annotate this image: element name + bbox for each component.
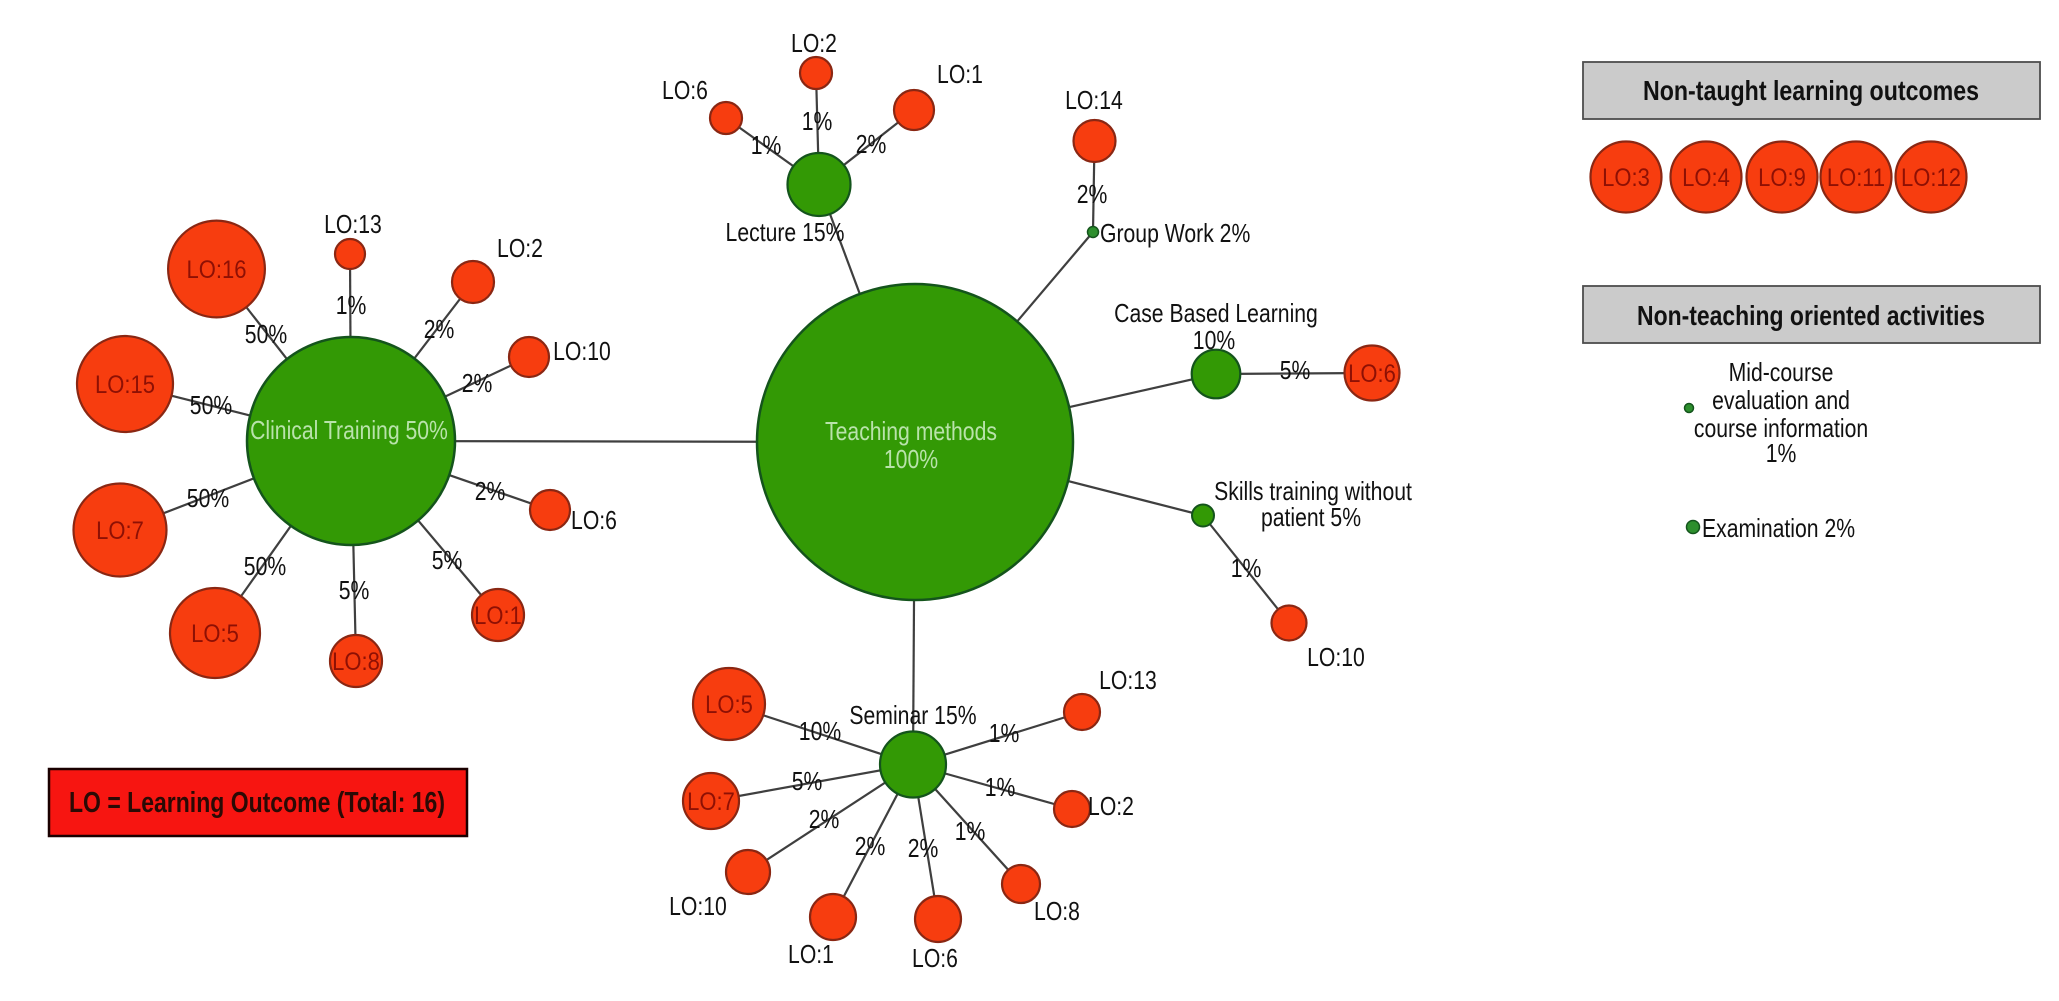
- svg-text:LO:13: LO:13: [1099, 665, 1157, 695]
- svg-text:LO:9: LO:9: [1758, 164, 1806, 192]
- svg-text:2%: 2%: [475, 476, 506, 506]
- svg-text:LO:1: LO:1: [788, 939, 834, 969]
- svg-text:Seminar 15%: Seminar 15%: [849, 700, 976, 730]
- svg-text:LO:8: LO:8: [1034, 896, 1080, 926]
- svg-text:LO:6: LO:6: [912, 943, 958, 973]
- svg-text:2%: 2%: [1077, 179, 1108, 209]
- svg-text:Examination 2%: Examination 2%: [1702, 513, 1855, 543]
- svg-text:2%: 2%: [424, 314, 455, 344]
- svg-text:5%: 5%: [432, 545, 463, 575]
- svg-text:1%: 1%: [989, 718, 1020, 748]
- svg-text:2%: 2%: [856, 129, 887, 159]
- svg-text:Mid-course: Mid-course: [1729, 357, 1834, 387]
- svg-text:LO:14: LO:14: [1065, 85, 1123, 115]
- svg-text:50%: 50%: [244, 551, 286, 581]
- svg-text:LO:10: LO:10: [553, 336, 611, 366]
- svg-text:Non-taught learning outcomes: Non-taught learning outcomes: [1643, 75, 1979, 106]
- svg-text:LO:15: LO:15: [95, 371, 155, 399]
- svg-text:LO:8: LO:8: [332, 648, 380, 676]
- svg-text:1%: 1%: [985, 772, 1016, 802]
- svg-text:LO:16: LO:16: [187, 256, 247, 284]
- svg-text:LO:6: LO:6: [1348, 360, 1396, 388]
- svg-text:LO:11: LO:11: [1827, 164, 1885, 192]
- svg-text:5%: 5%: [792, 766, 823, 796]
- svg-text:2%: 2%: [855, 831, 886, 861]
- svg-text:LO:4: LO:4: [1682, 164, 1730, 192]
- svg-text:LO:7: LO:7: [687, 788, 735, 816]
- svg-text:LO:10: LO:10: [1307, 642, 1365, 672]
- svg-text:1%: 1%: [955, 816, 986, 846]
- svg-text:5%: 5%: [1280, 355, 1311, 385]
- svg-text:Lecture 15%: Lecture 15%: [726, 217, 845, 247]
- svg-text:Case Based Learning: Case Based Learning: [1114, 298, 1318, 328]
- svg-text:100%: 100%: [884, 444, 938, 474]
- svg-text:1%: 1%: [1766, 438, 1797, 468]
- svg-text:5%: 5%: [339, 575, 370, 605]
- svg-text:LO:12: LO:12: [1901, 164, 1961, 192]
- svg-text:LO:2: LO:2: [791, 28, 837, 58]
- svg-text:2%: 2%: [908, 833, 939, 863]
- svg-text:Non-teaching oriented activiti: Non-teaching oriented activities: [1637, 300, 1985, 331]
- svg-text:LO:13: LO:13: [324, 209, 382, 239]
- svg-text:LO:2: LO:2: [497, 233, 543, 263]
- svg-text:LO:3: LO:3: [1602, 164, 1650, 192]
- svg-text:LO:5: LO:5: [705, 691, 753, 719]
- svg-text:50%: 50%: [190, 390, 232, 420]
- svg-text:LO:1: LO:1: [937, 59, 983, 89]
- svg-text:1%: 1%: [802, 106, 833, 136]
- svg-text:LO:7: LO:7: [96, 517, 144, 545]
- svg-text:Skills training without: Skills training without: [1214, 476, 1412, 506]
- svg-text:1%: 1%: [1231, 553, 1262, 583]
- svg-text:1%: 1%: [336, 290, 367, 320]
- svg-text:1%: 1%: [751, 130, 782, 160]
- svg-text:10%: 10%: [799, 716, 841, 746]
- svg-text:patient 5%: patient 5%: [1261, 502, 1361, 532]
- svg-text:LO = Learning Outcome (Total:: LO = Learning Outcome (Total: 16): [69, 787, 445, 819]
- svg-text:LO:6: LO:6: [571, 505, 617, 535]
- svg-text:Clinical Training 50%: Clinical Training 50%: [250, 415, 448, 445]
- svg-text:2%: 2%: [809, 804, 840, 834]
- svg-text:LO:10: LO:10: [669, 891, 727, 921]
- svg-text:50%: 50%: [245, 319, 287, 349]
- svg-text:50%: 50%: [187, 483, 229, 513]
- svg-text:Teaching methods: Teaching methods: [825, 416, 997, 446]
- svg-text:2%: 2%: [462, 368, 493, 398]
- svg-text:LO:5: LO:5: [191, 620, 239, 648]
- svg-text:10%: 10%: [1193, 325, 1235, 355]
- svg-text:course information: course information: [1694, 413, 1868, 443]
- svg-text:Group Work 2%: Group Work 2%: [1100, 218, 1250, 248]
- svg-text:LO:6: LO:6: [662, 75, 708, 105]
- svg-text:LO:1: LO:1: [474, 602, 522, 630]
- svg-text:LO:2: LO:2: [1088, 791, 1134, 821]
- svg-text:evaluation and: evaluation and: [1712, 385, 1850, 415]
